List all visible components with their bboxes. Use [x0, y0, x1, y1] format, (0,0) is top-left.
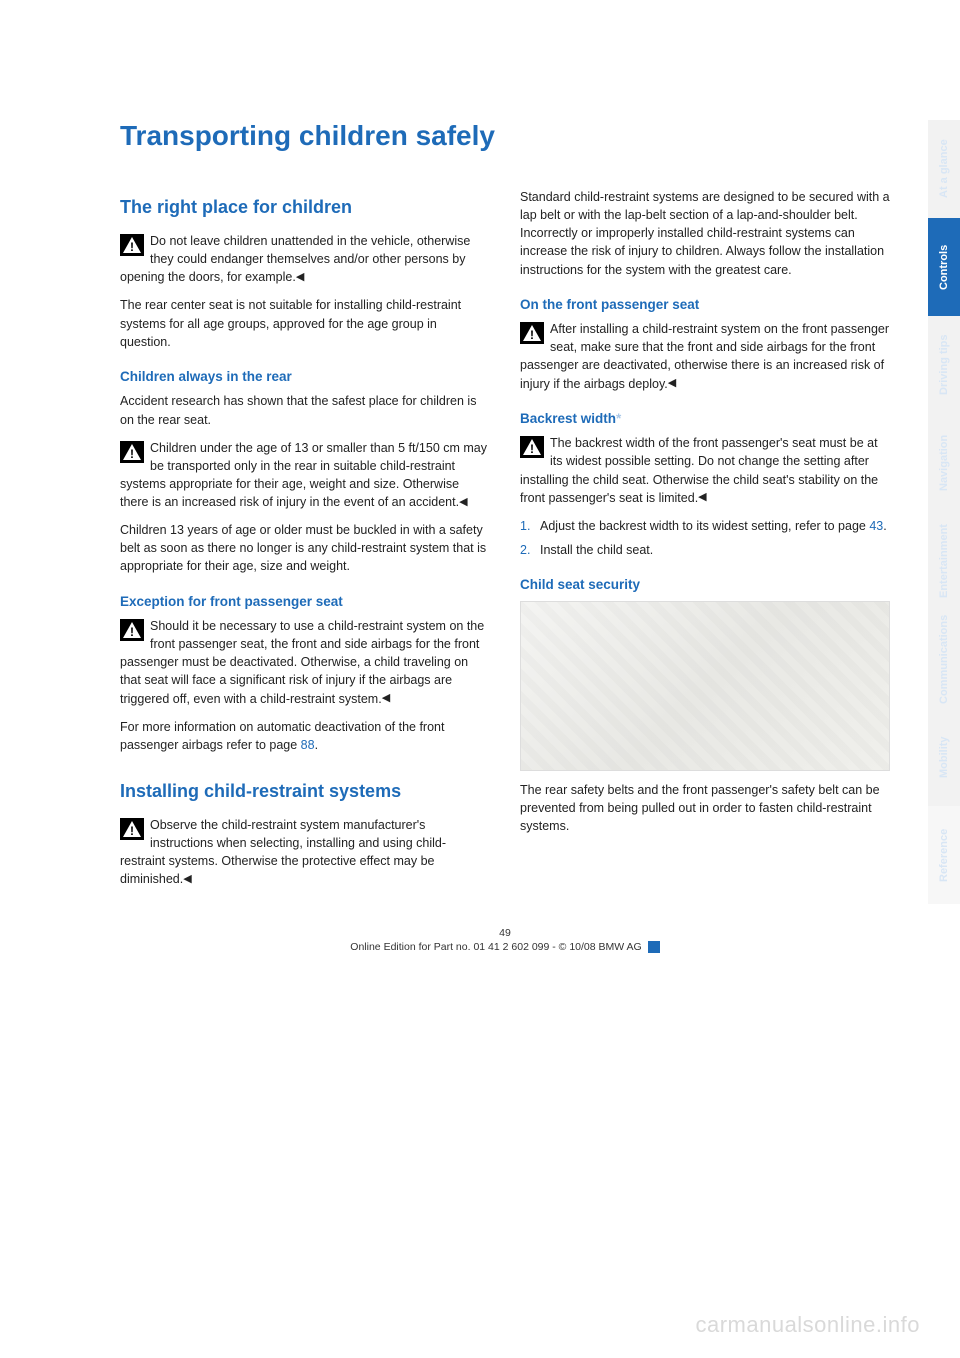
page-link-88[interactable]: 88 — [301, 738, 315, 752]
svg-text:!: ! — [130, 447, 134, 461]
step-1: 1. Adjust the backrest width to its wide… — [520, 517, 890, 535]
text-fragment: . — [315, 738, 318, 752]
left-column: The right place for children ! Do not le… — [120, 188, 490, 899]
end-mark-icon: ◀ — [459, 495, 467, 511]
svg-text:!: ! — [130, 625, 134, 639]
page-number: 49 — [120, 927, 890, 939]
warning-icon: ! — [520, 436, 544, 458]
tab-at-a-glance[interactable]: At a glance — [928, 120, 960, 218]
warning-icon: ! — [120, 619, 144, 641]
warning-text: After installing a child-restraint syste… — [520, 322, 889, 390]
side-tabs: At a glance Controls Driving tips Naviga… — [928, 120, 960, 904]
end-mark-icon: ◀ — [382, 691, 390, 707]
footer-marker — [648, 941, 660, 953]
svg-text:!: ! — [530, 328, 534, 342]
child-seat-illustration — [520, 601, 890, 771]
warning-front-seat: ! Should it be necessary to use a child-… — [120, 617, 490, 708]
end-mark-icon: ◀ — [698, 490, 706, 506]
svg-text:!: ! — [130, 824, 134, 838]
content-columns: The right place for children ! Do not le… — [120, 188, 890, 899]
end-mark-icon: ◀ — [183, 872, 191, 888]
end-mark-icon: ◀ — [296, 270, 304, 286]
heading-text: Backrest width — [520, 411, 616, 426]
end-mark-icon: ◀ — [668, 376, 676, 392]
heading-child-seat-security: Child seat security — [520, 575, 890, 595]
tab-reference[interactable]: Reference — [928, 806, 960, 904]
warning-icon: ! — [120, 441, 144, 463]
heading-installing: Installing child-restraint systems — [120, 778, 490, 804]
page-link-43[interactable]: 43 — [869, 519, 883, 533]
tab-entertainment[interactable]: Entertainment — [928, 512, 960, 610]
tab-navigation[interactable]: Navigation — [928, 414, 960, 512]
heading-backrest-width: Backrest width* — [520, 409, 890, 429]
warning-text: Should it be necessary to use a child-re… — [120, 619, 484, 706]
manual-page: Transporting children safely The right p… — [0, 0, 960, 993]
para-rear-center: The rear center seat is not suitable for… — [120, 296, 490, 350]
warning-backrest: ! The backrest width of the front passen… — [520, 434, 890, 507]
warning-unattended: ! Do not leave children unattended in th… — [120, 232, 490, 286]
warning-manufacturer: ! Observe the child-restraint system man… — [120, 816, 490, 889]
tab-driving-tips[interactable]: Driving tips — [928, 316, 960, 414]
tab-controls[interactable]: Controls — [928, 218, 960, 316]
step-text: Adjust the backrest width to its widest … — [540, 519, 869, 533]
step-number: 2. — [520, 541, 530, 559]
warning-under-13: ! Children under the age of 13 or smalle… — [120, 439, 490, 512]
svg-text:!: ! — [130, 240, 134, 254]
heading-exception: Exception for front passenger seat — [120, 592, 490, 612]
step-text: Install the child seat. — [540, 543, 653, 557]
para-standard-systems: Standard child-restraint systems are des… — [520, 188, 890, 279]
text-fragment: For more information on automatic deacti… — [120, 720, 444, 752]
para-children-13: Children 13 years of age or older must b… — [120, 521, 490, 575]
heading-right-place: The right place for children — [120, 194, 490, 220]
footnote-star: * — [616, 411, 621, 426]
heading-children-rear: Children always in the rear — [120, 367, 490, 387]
step-2: 2. Install the child seat. — [520, 541, 890, 559]
page-title: Transporting children safely — [120, 120, 890, 152]
para-more-info: For more information on automatic deacti… — [120, 718, 490, 754]
right-column: Standard child-restraint systems are des… — [520, 188, 890, 899]
para-rear-belts: The rear safety belts and the front pass… — [520, 781, 890, 835]
watermark: carmanualsonline.info — [695, 1312, 920, 1338]
warning-after-install: ! After installing a child-restraint sys… — [520, 320, 890, 393]
heading-front-passenger: On the front passenger seat — [520, 295, 890, 315]
warning-text: Observe the child-restraint system manuf… — [120, 818, 446, 886]
warning-text: Children under the age of 13 or smaller … — [120, 441, 487, 509]
tab-communications[interactable]: Communications — [928, 610, 960, 708]
warning-icon: ! — [120, 818, 144, 840]
warning-icon: ! — [120, 234, 144, 256]
page-footer: 49 Online Edition for Part no. 01 41 2 6… — [120, 927, 890, 953]
warning-icon: ! — [520, 322, 544, 344]
para-accident-research: Accident research has shown that the saf… — [120, 392, 490, 428]
steps-list: 1. Adjust the backrest width to its wide… — [520, 517, 890, 559]
step-number: 1. — [520, 517, 530, 535]
svg-text:!: ! — [530, 442, 534, 456]
text-fragment: . — [883, 519, 886, 533]
tab-mobility[interactable]: Mobility — [928, 708, 960, 806]
footer-line: Online Edition for Part no. 01 41 2 602 … — [350, 941, 641, 953]
